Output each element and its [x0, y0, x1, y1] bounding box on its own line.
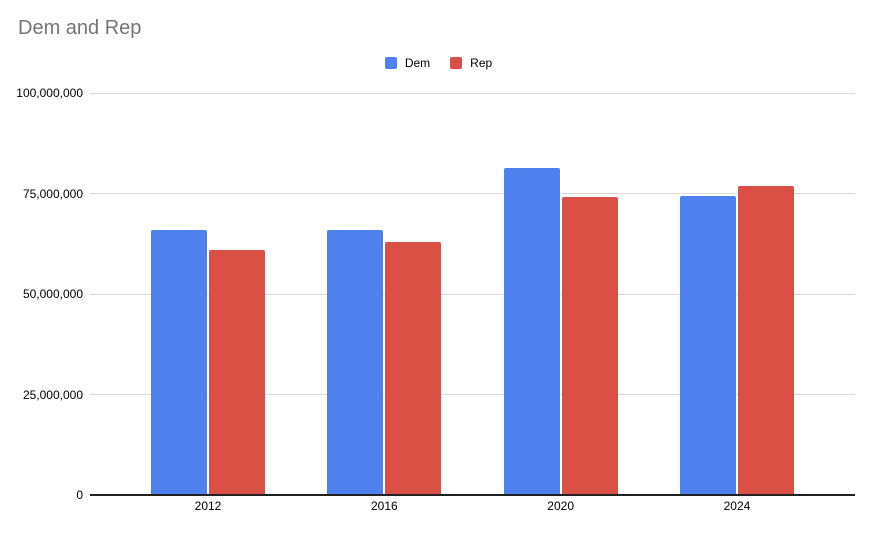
chart-title: Dem and Rep — [18, 17, 142, 39]
legend-swatch-rep — [450, 57, 463, 69]
x-axis-label: 2024 — [723, 499, 751, 513]
y-axis-label: 25,000,000 — [22, 387, 83, 402]
gridline — [90, 92, 855, 94]
bar-dem-2012[interactable] — [151, 230, 207, 495]
chart-legend: Dem Rep — [0, 54, 877, 72]
bar-dem-2016[interactable] — [327, 230, 384, 495]
x-axis-label: 2020 — [547, 499, 574, 513]
y-axis-label: 0 — [76, 488, 83, 502]
x-axis-label: 2016 — [370, 499, 398, 513]
legend-item-rep[interactable]: Rep — [450, 56, 492, 70]
legend-label: Dem — [404, 56, 431, 70]
gridline — [90, 193, 855, 194]
legend-label: Rep — [470, 56, 493, 70]
x-axis-line — [90, 494, 855, 496]
gridline — [90, 394, 855, 395]
gridline — [90, 293, 855, 295]
y-axis-label: 75,000,000 — [22, 186, 83, 201]
bar-rep-2024[interactable] — [737, 186, 794, 495]
legend-swatch-dem — [384, 57, 397, 69]
y-axis-label: 100,000,000 — [16, 86, 83, 100]
legend-item-dem[interactable]: Dem — [384, 56, 431, 70]
x-axis-label: 2012 — [194, 499, 222, 513]
bar-rep-2020[interactable] — [561, 196, 618, 495]
bar-dem-2020[interactable] — [503, 168, 560, 495]
bar-dem-2024[interactable] — [679, 196, 736, 495]
bar-rep-2012[interactable] — [209, 250, 265, 495]
bar-rep-2016[interactable] — [385, 241, 442, 495]
y-axis-label: 50,000,000 — [22, 287, 83, 301]
